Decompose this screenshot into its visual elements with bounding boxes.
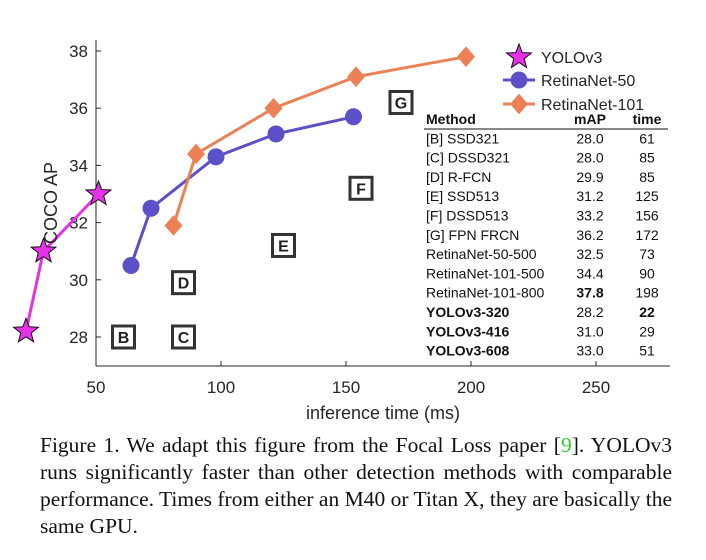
- method-box-labels: B C D E F G: [111, 89, 414, 350]
- x-tick-label: 100: [207, 378, 235, 397]
- method-box: [388, 89, 414, 115]
- method-box-letter: E: [278, 238, 289, 255]
- table-cell-map: 31.2: [576, 188, 603, 204]
- table-cell-time: 90: [639, 265, 655, 281]
- method-box-letter: C: [178, 330, 190, 347]
- legend: YOLOv3 RetinaNet-50 RetinaNet-101: [503, 42, 644, 115]
- table-cell-map: 28.0: [576, 130, 603, 146]
- series-retinanet-50: [122, 108, 362, 274]
- series-line: [129, 115, 354, 266]
- y-tick-label: 30: [69, 271, 88, 290]
- legend-label: RetinaNet-50: [541, 73, 635, 90]
- table-cell-map: 32.5: [576, 246, 603, 262]
- table-cell-time: 85: [639, 169, 655, 185]
- series-retinanet-101: [164, 46, 475, 236]
- table-cell-method: [C] DSSD321: [426, 150, 510, 166]
- data-point: [164, 215, 183, 236]
- caption-citation-link[interactable]: 9: [560, 433, 572, 457]
- x-tick-label: 200: [457, 378, 485, 397]
- caption-prefix: Figure 1. We adapt this figure from the …: [40, 433, 561, 457]
- plot-area: [95, 40, 670, 367]
- table-cell-method: YOLOv3-416: [426, 323, 509, 339]
- table-cell-time: 51: [639, 343, 655, 359]
- legend-label: YOLOv3: [541, 50, 602, 67]
- data-point: [84, 179, 113, 206]
- data-point: [29, 236, 58, 263]
- table-cell-time: 125: [635, 188, 659, 204]
- x-tick-label: 50: [87, 378, 106, 397]
- table-cell-time: 198: [635, 285, 659, 301]
- table-cell-map: 33.0: [576, 343, 603, 359]
- y-tick-label: 28: [69, 328, 88, 347]
- method-box-letter: B: [118, 330, 130, 347]
- x-axis-label: inference time (ms): [306, 403, 460, 423]
- table-cell-time: 61: [639, 130, 655, 146]
- table-cell-map: 36.2: [576, 227, 603, 243]
- method-box: [111, 324, 136, 350]
- series-yolov3: [12, 179, 113, 343]
- table-header-time: time: [633, 111, 662, 127]
- y-tick-label: 38: [69, 42, 88, 61]
- table-cell-map: 29.9: [576, 169, 603, 185]
- table-cell-time: 22: [639, 304, 655, 320]
- y-tick-label: 34: [69, 156, 88, 175]
- x-tick-label: 150: [332, 378, 360, 397]
- data-point: [264, 97, 283, 119]
- legend-label: RetinaNet-101: [541, 97, 644, 114]
- y-axis-label: COCO AP: [41, 162, 61, 244]
- data-point: [207, 148, 225, 166]
- legend-marker: [510, 71, 528, 89]
- table-cell-method: RetinaNet-50-500: [426, 246, 537, 262]
- table-cell-time: 29: [639, 323, 655, 339]
- table-cell-time: 172: [635, 227, 659, 243]
- method-box: [171, 324, 196, 350]
- data-point: [142, 199, 160, 217]
- data-point: [457, 46, 475, 68]
- table-cell-method: [D] R-FCN: [426, 169, 491, 185]
- data-point: [187, 143, 205, 165]
- x-tick-label: 250: [582, 378, 610, 397]
- series-layer: [12, 46, 475, 343]
- table-cell-method: [F] DSSD513: [426, 208, 509, 224]
- table-cell-time: 156: [635, 208, 659, 224]
- table-cell-map: 33.2: [576, 208, 603, 224]
- data-point: [347, 66, 365, 88]
- caption-suffix: ]. YOLOv3 runs significantly faster than…: [40, 433, 673, 538]
- table-cell-method: RetinaNet-101-800: [426, 285, 545, 301]
- table-cell-map: 31.0: [576, 323, 603, 339]
- legend-marker: [510, 93, 528, 115]
- method-box: [271, 232, 296, 258]
- table-cell-method: YOLOv3-608: [426, 343, 509, 359]
- table-cell-method: RetinaNet-101-500: [426, 265, 545, 281]
- data-point: [122, 257, 140, 274]
- table-cell-time: 73: [639, 246, 655, 262]
- figure-caption: Figure 1. We adapt this figure from the …: [40, 432, 672, 540]
- table-cell-method: [B] SSD321: [426, 130, 499, 146]
- table-header-map: mAP: [574, 111, 606, 127]
- y-tick-label: 36: [69, 99, 88, 118]
- method-box-letter: G: [395, 95, 407, 112]
- table-cell-map: 37.8: [576, 285, 603, 301]
- table-cell-method: YOLOv3-320: [426, 304, 509, 320]
- table-header-method: Method: [426, 111, 476, 127]
- data-point: [345, 108, 362, 126]
- method-box: [348, 175, 374, 201]
- legend-marker: [505, 42, 533, 69]
- table-cell-method: [E] SSD513: [426, 188, 499, 204]
- method-box-letter: D: [178, 276, 190, 293]
- data-point: [267, 125, 285, 143]
- series-line: [172, 55, 467, 226]
- table-cell-method: [G] FPN FRCN: [426, 227, 519, 243]
- method-box: [171, 270, 196, 296]
- method-box-letter: F: [356, 181, 366, 198]
- table-cell-map: 28.2: [576, 304, 603, 320]
- table-cell-time: 85: [639, 150, 655, 166]
- results-table: Method mAP time [B] SSD321 28.0 61 [C] DSSD321…: [424, 111, 668, 359]
- table-cell-map: 28.0: [576, 150, 603, 166]
- data-point: [12, 316, 40, 343]
- table-cell-map: 34.4: [576, 265, 603, 281]
